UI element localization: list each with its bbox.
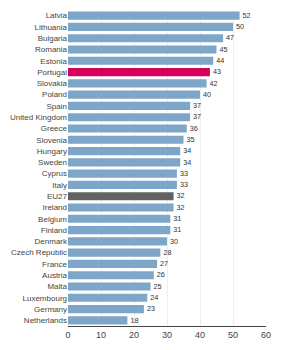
svg-text:Spain: Spain	[47, 102, 67, 111]
svg-text:33: 33	[180, 169, 188, 178]
svg-text:Belgium: Belgium	[38, 215, 67, 224]
svg-text:Cyprus: Cyprus	[42, 169, 67, 178]
svg-text:Netherlands: Netherlands	[24, 316, 67, 325]
svg-text:24: 24	[150, 293, 158, 302]
svg-text:23: 23	[147, 304, 155, 313]
svg-text:33: 33	[180, 180, 188, 189]
svg-text:Germany: Germany	[34, 305, 67, 314]
svg-text:Portugal: Portugal	[37, 68, 67, 77]
svg-text:45: 45	[220, 45, 228, 54]
svg-text:Czech Republic: Czech Republic	[11, 248, 67, 257]
svg-text:Slovenia: Slovenia	[36, 136, 67, 145]
svg-text:Sweden: Sweden	[38, 158, 67, 167]
svg-text:36: 36	[190, 124, 198, 133]
svg-text:Poland: Poland	[42, 90, 67, 99]
svg-text:Romania: Romania	[35, 45, 68, 54]
svg-text:United Kingdom: United Kingdom	[10, 113, 67, 122]
svg-text:0: 0	[65, 330, 70, 340]
svg-text:37: 37	[193, 112, 201, 121]
svg-text:26: 26	[157, 270, 165, 279]
svg-text:Slovakia: Slovakia	[37, 79, 68, 88]
svg-text:34: 34	[183, 158, 191, 167]
svg-text:50: 50	[228, 330, 238, 340]
svg-text:35: 35	[187, 135, 195, 144]
svg-text:Austria: Austria	[42, 271, 67, 280]
svg-text:Malta: Malta	[47, 282, 67, 291]
svg-text:37: 37	[193, 101, 201, 110]
svg-text:32: 32	[177, 191, 185, 200]
svg-text:EU27: EU27	[47, 192, 68, 201]
svg-text:30: 30	[162, 330, 172, 340]
svg-text:28: 28	[163, 248, 171, 257]
svg-text:18: 18	[130, 316, 138, 325]
svg-text:40: 40	[203, 90, 211, 99]
svg-text:Lithuania: Lithuania	[35, 23, 68, 32]
svg-text:Greece: Greece	[41, 124, 68, 133]
svg-text:30: 30	[170, 237, 178, 246]
svg-text:Luxembourg: Luxembourg	[23, 294, 67, 303]
svg-text:Finland: Finland	[41, 226, 67, 235]
svg-text:Italy: Italy	[52, 181, 67, 190]
svg-text:40: 40	[195, 330, 205, 340]
svg-text:31: 31	[173, 214, 181, 223]
svg-text:27: 27	[160, 259, 168, 268]
svg-text:Estonia: Estonia	[40, 57, 67, 66]
svg-text:Bulgaria: Bulgaria	[38, 34, 68, 43]
svg-text:60: 60	[261, 330, 271, 340]
svg-text:50: 50	[236, 22, 244, 31]
svg-text:20: 20	[129, 330, 139, 340]
svg-text:44: 44	[216, 56, 224, 65]
svg-text:31: 31	[173, 225, 181, 234]
svg-text:Hungary: Hungary	[37, 147, 67, 156]
svg-text:32: 32	[177, 203, 185, 212]
svg-text:Latvia: Latvia	[46, 11, 68, 20]
svg-text:34: 34	[183, 146, 191, 155]
svg-text:43: 43	[213, 67, 221, 76]
svg-text:25: 25	[154, 282, 162, 291]
svg-text:47: 47	[226, 33, 234, 42]
svg-text:52: 52	[243, 11, 251, 20]
svg-text:Ireland: Ireland	[43, 203, 67, 212]
svg-text:42: 42	[210, 79, 218, 88]
svg-text:Denmark: Denmark	[35, 237, 68, 246]
svg-text:10: 10	[96, 330, 106, 340]
svg-text:France: France	[42, 260, 67, 269]
